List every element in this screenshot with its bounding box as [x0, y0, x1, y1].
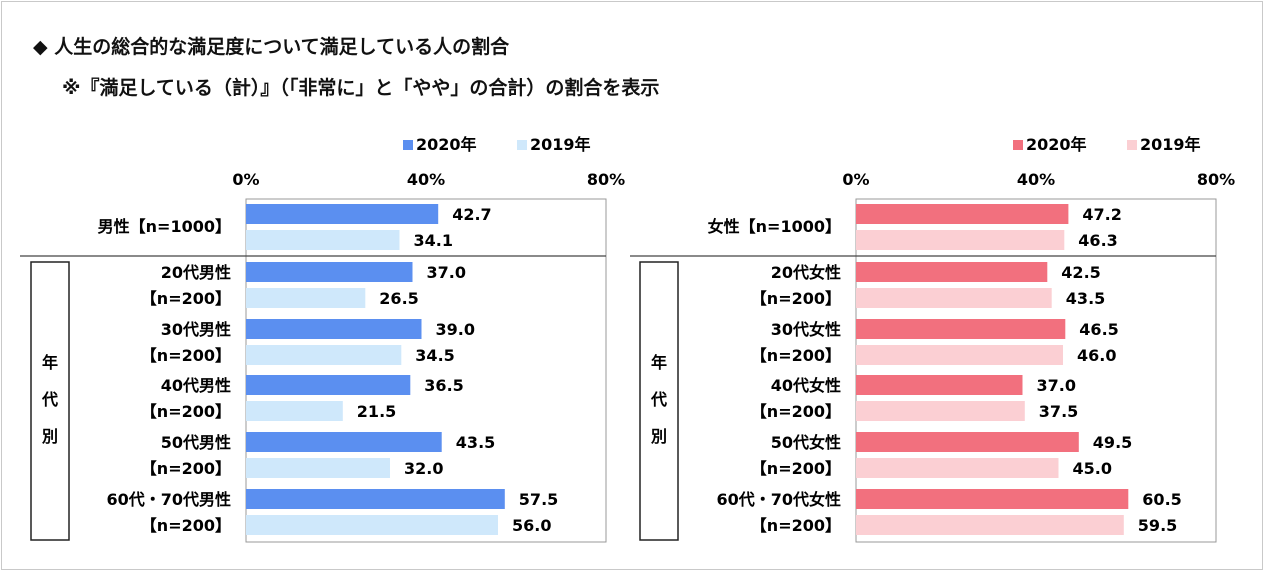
bar-female-2019-2	[856, 345, 1063, 365]
age-group-label-char: 別	[42, 427, 58, 446]
bar-female-2020-0	[856, 204, 1069, 224]
bar-male-2020-5	[246, 489, 505, 509]
data-label: 34.5	[415, 346, 454, 365]
category-label: 20代女性	[771, 263, 841, 282]
category-label-sample: 【n=200】	[141, 346, 231, 365]
chart-subtitle: ※『満足している（計）』（「非常に」と「やや」の合計）の割合を表示	[62, 77, 660, 99]
x-tick-label: 0%	[232, 170, 259, 189]
bar-female-2019-5	[856, 515, 1124, 535]
data-label: 26.5	[379, 289, 418, 308]
x-tick-label: 80%	[587, 170, 625, 189]
bar-male-2020-0	[246, 204, 439, 224]
category-label: 20代男性	[161, 263, 231, 282]
legend-swatch-male-2020	[403, 140, 413, 150]
bar-male-2019-0	[246, 230, 400, 250]
category-label-sample: 【n=200】	[751, 516, 841, 535]
bar-female-2020-4	[856, 432, 1079, 452]
legend-swatch-male-2019	[517, 140, 527, 150]
data-label: 46.3	[1078, 231, 1117, 250]
legend-label-male-2020: 2020年	[416, 135, 477, 154]
bar-male-2020-4	[246, 432, 442, 452]
category-label: 30代女性	[771, 320, 841, 339]
category-label-sample: 【n=200】	[751, 289, 841, 308]
bar-male-2019-5	[246, 515, 498, 535]
age-group-label-char: 代	[650, 390, 667, 409]
category-label: 男性【n=1000】	[98, 217, 231, 236]
category-label-sample: 【n=200】	[141, 289, 231, 308]
data-label: 60.5	[1142, 490, 1181, 509]
legend-label-female-2019: 2019年	[1140, 135, 1201, 154]
data-label: 49.5	[1093, 433, 1132, 452]
category-label-sample: 【n=200】	[141, 402, 231, 421]
data-label: 37.0	[427, 263, 466, 282]
bar-female-2019-1	[856, 288, 1052, 308]
data-label: 42.5	[1061, 263, 1100, 282]
age-group-label-char: 別	[651, 427, 667, 446]
age-group-box-female	[639, 261, 679, 541]
bar-male-2019-2	[246, 345, 402, 365]
age-group-label-char: 年	[42, 353, 58, 372]
legend-label-male-2019: 2019年	[530, 135, 591, 154]
age-group-label-char: 代	[41, 390, 58, 409]
data-label: 39.0	[436, 320, 475, 339]
category-label-sample: 【n=200】	[141, 516, 231, 535]
bar-male-2019-3	[246, 401, 343, 421]
data-label: 43.5	[1066, 289, 1105, 308]
bar-female-2020-2	[856, 319, 1066, 339]
chart-title: ◆ 人生の総合的な満足度について満足している人の割合	[33, 36, 510, 58]
category-label: 40代女性	[771, 376, 841, 395]
data-label: 47.2	[1082, 205, 1121, 224]
data-label: 21.5	[357, 402, 396, 421]
plot-area-male	[245, 198, 607, 543]
data-label: 45.0	[1073, 459, 1112, 478]
data-label: 56.0	[512, 516, 551, 535]
data-label: 37.0	[1037, 376, 1076, 395]
bar-male-2019-1	[246, 288, 366, 308]
data-label: 36.5	[424, 376, 463, 395]
bar-female-2019-4	[856, 458, 1059, 478]
data-label: 42.7	[452, 205, 491, 224]
bar-male-2020-3	[246, 375, 411, 395]
data-label: 57.5	[519, 490, 558, 509]
data-label: 59.5	[1138, 516, 1177, 535]
x-tick-label: 40%	[407, 170, 445, 189]
x-tick-label: 0%	[842, 170, 869, 189]
category-label: 30代男性	[161, 320, 231, 339]
age-group-box-male	[30, 261, 70, 541]
category-label-sample: 【n=200】	[751, 402, 841, 421]
category-label-sample: 【n=200】	[751, 459, 841, 478]
bar-male-2020-2	[246, 319, 422, 339]
x-tick-label: 80%	[1197, 170, 1235, 189]
category-label-sample: 【n=200】	[141, 459, 231, 478]
data-label: 34.1	[414, 231, 453, 250]
data-label: 46.5	[1079, 320, 1118, 339]
data-label: 46.0	[1077, 346, 1116, 365]
category-label: 50代男性	[161, 433, 231, 452]
age-group-label-char: 年	[651, 353, 667, 372]
x-tick-label: 40%	[1017, 170, 1055, 189]
data-label: 43.5	[456, 433, 495, 452]
bar-female-2020-5	[856, 489, 1129, 509]
category-label: 40代男性	[161, 376, 231, 395]
legend-swatch-female-2020	[1013, 140, 1023, 150]
category-label: 60代・70代女性	[716, 490, 841, 509]
legend-label-female-2020: 2020年	[1026, 135, 1087, 154]
data-label: 32.0	[404, 459, 443, 478]
legend-swatch-female-2019	[1127, 140, 1137, 150]
bar-female-2020-3	[856, 375, 1023, 395]
category-label: 60代・70代男性	[106, 490, 231, 509]
bar-male-2019-4	[246, 458, 390, 478]
bar-female-2019-3	[856, 401, 1025, 421]
data-label: 37.5	[1039, 402, 1078, 421]
category-label: 女性【n=1000】	[708, 217, 841, 236]
category-label: 50代女性	[771, 433, 841, 452]
plot-area-female	[855, 198, 1217, 543]
bar-female-2020-1	[856, 262, 1048, 282]
bar-male-2020-1	[246, 262, 413, 282]
category-label-sample: 【n=200】	[751, 346, 841, 365]
bar-female-2019-0	[856, 230, 1065, 250]
